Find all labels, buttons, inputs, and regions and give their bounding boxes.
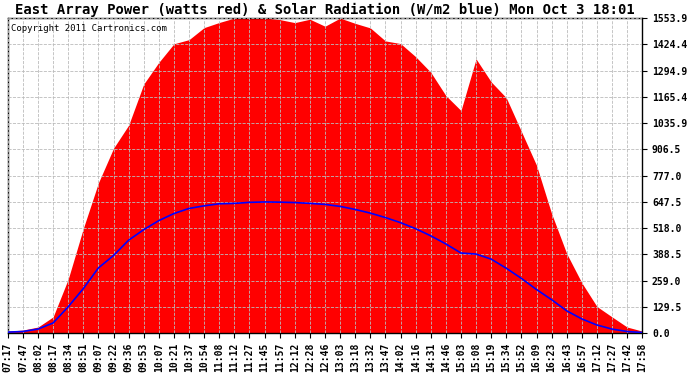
Text: Copyright 2011 Cartronics.com: Copyright 2011 Cartronics.com bbox=[11, 24, 167, 33]
Title: East Array Power (watts red) & Solar Radiation (W/m2 blue) Mon Oct 3 18:01: East Array Power (watts red) & Solar Rad… bbox=[15, 3, 635, 17]
